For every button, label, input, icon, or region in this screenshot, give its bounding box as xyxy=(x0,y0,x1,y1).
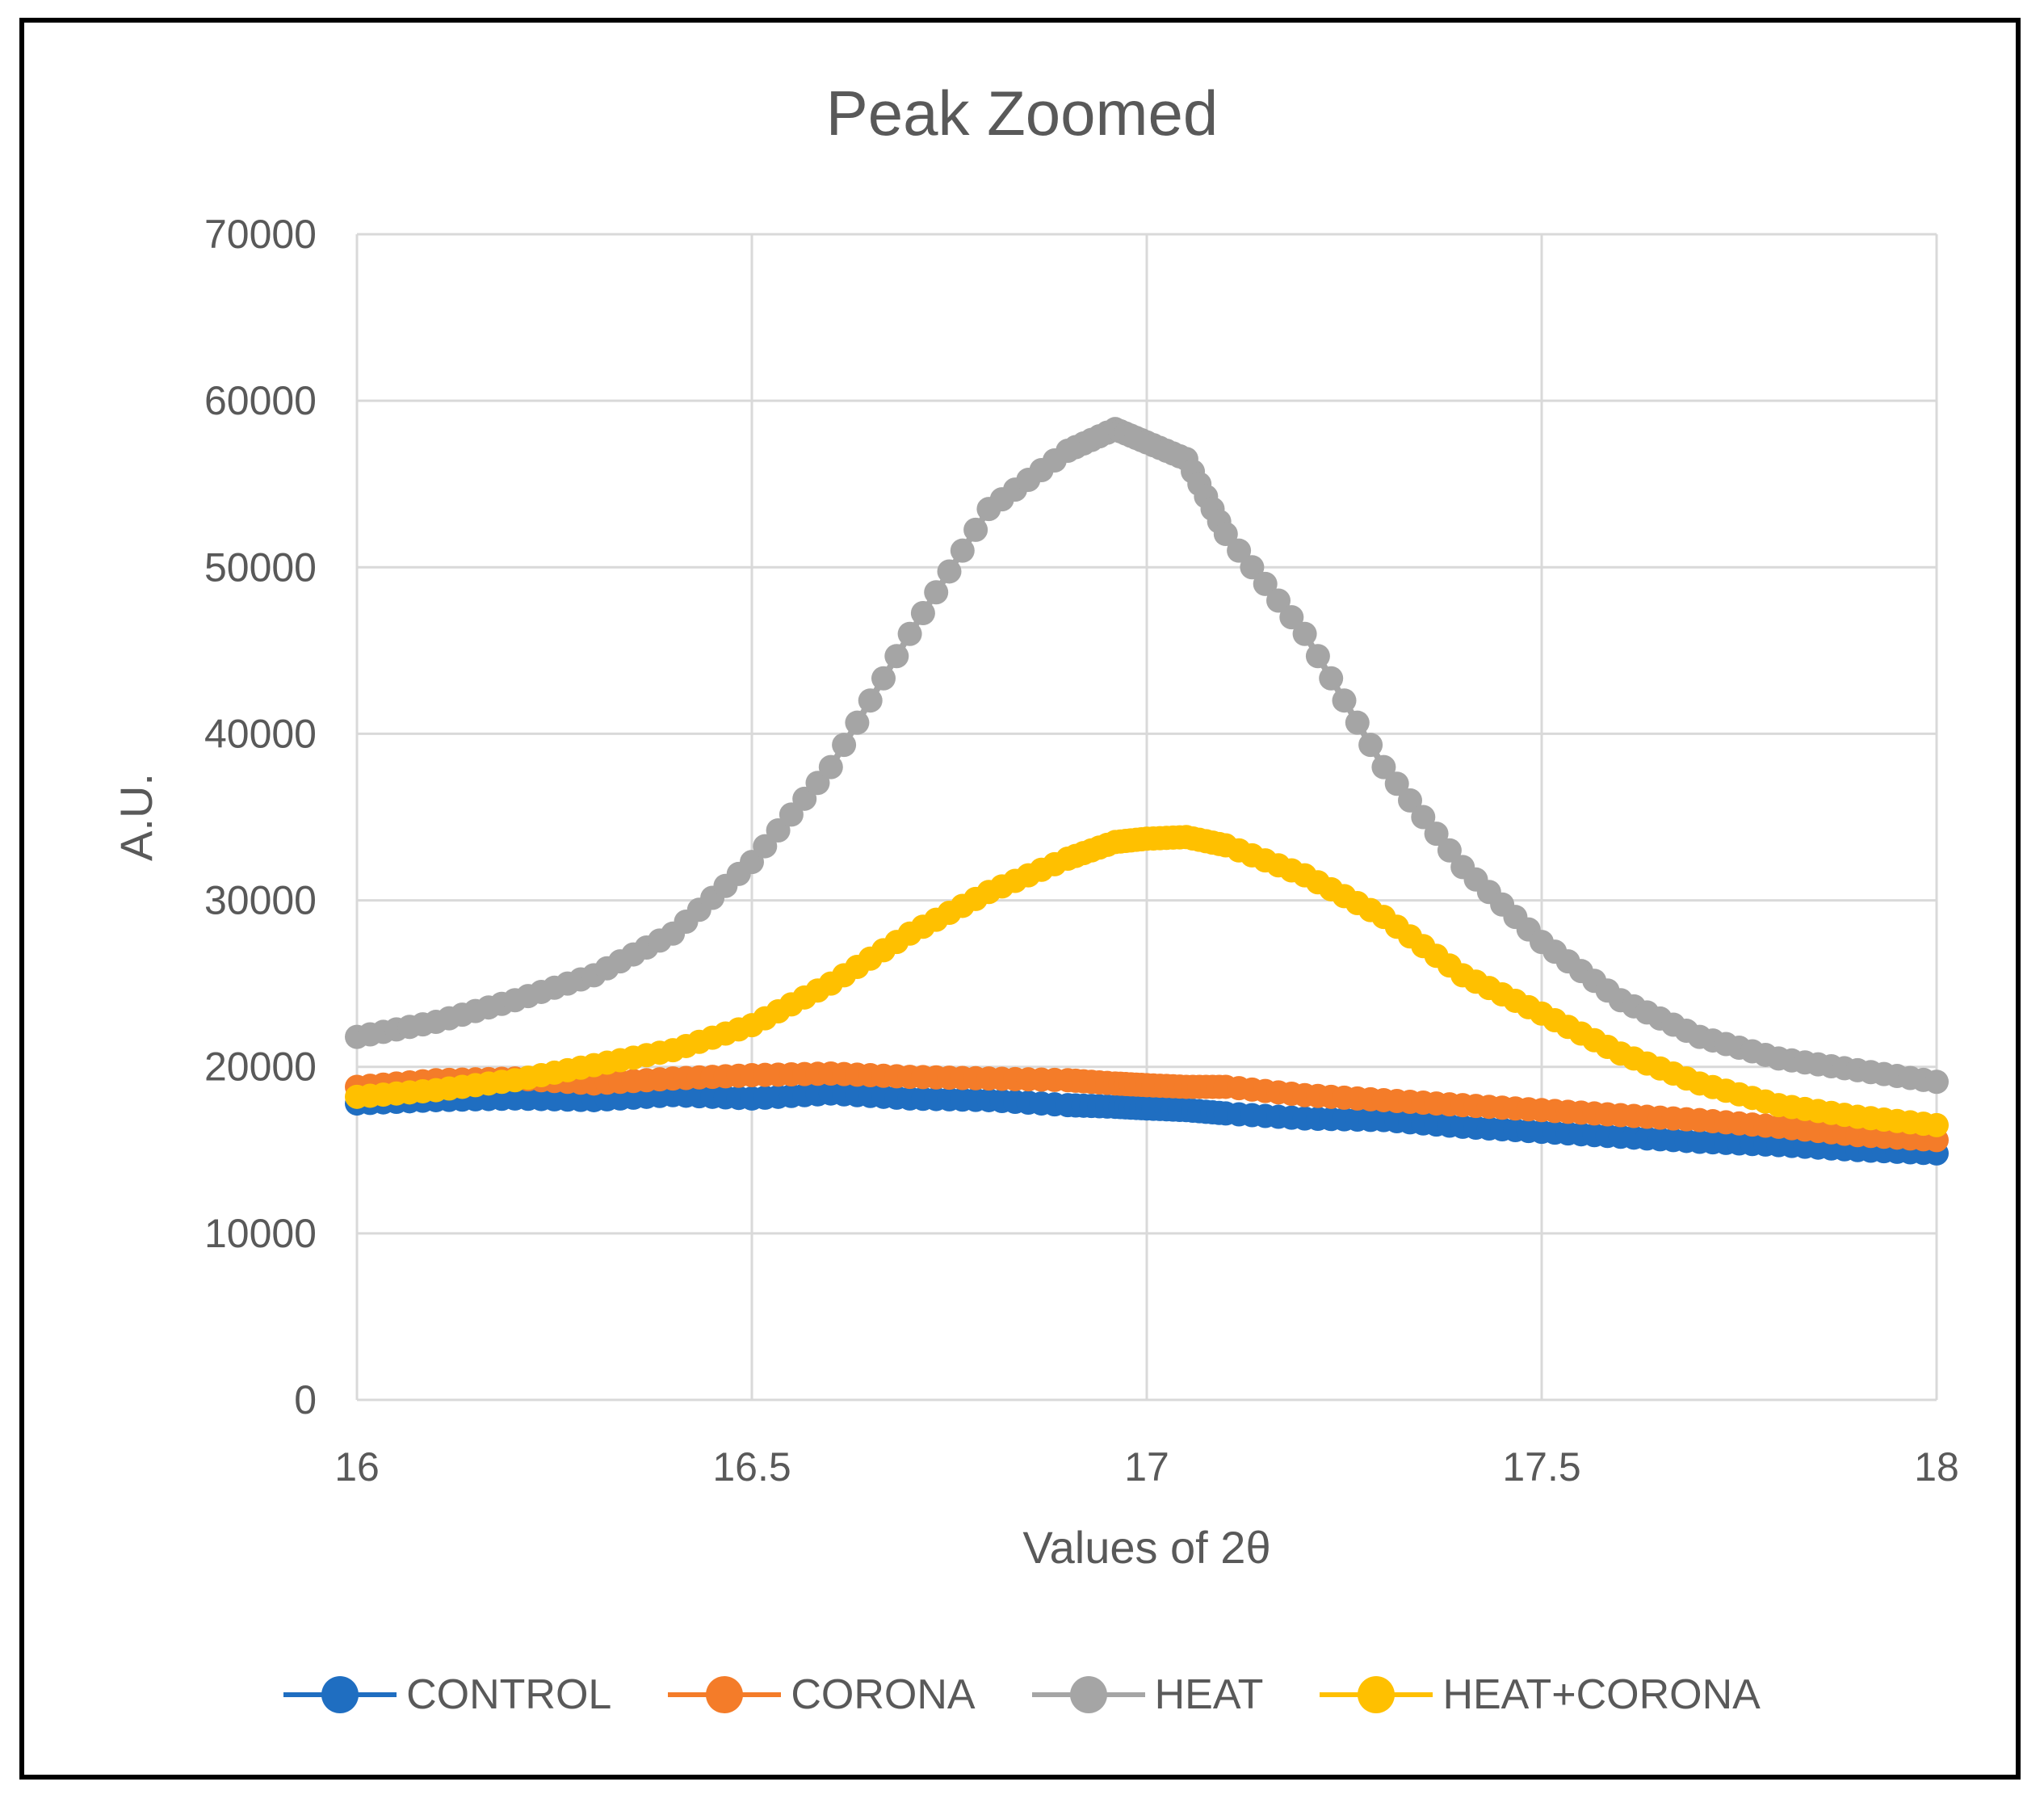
y-tick-label: 60000 xyxy=(204,378,317,423)
legend-swatch xyxy=(283,1670,397,1719)
y-tick-label: 70000 xyxy=(204,212,317,257)
y-tick-label: 40000 xyxy=(204,711,317,756)
x-tick-label: 17.5 xyxy=(1502,1444,1580,1490)
legend-swatch xyxy=(668,1670,782,1719)
data-point xyxy=(1279,605,1304,630)
x-tick-label: 16.5 xyxy=(712,1444,791,1490)
data-point xyxy=(1437,838,1462,863)
series-corona xyxy=(345,1061,1949,1153)
data-point xyxy=(1332,688,1357,713)
legend-label: CONTROL xyxy=(406,1671,612,1718)
data-point xyxy=(1924,1112,1949,1137)
data-point xyxy=(1924,1069,1949,1095)
data-point xyxy=(1398,788,1422,813)
x-axis-title: Values of 2θ xyxy=(1022,1522,1270,1573)
data-point xyxy=(884,644,909,669)
legend-label: CORONA xyxy=(791,1671,976,1718)
data-point xyxy=(858,688,883,713)
data-point xyxy=(1227,538,1252,563)
y-tick-label: 0 xyxy=(294,1377,317,1422)
data-point xyxy=(1345,710,1370,735)
legend-label: HEAT+CORONA xyxy=(1442,1671,1761,1718)
data-point xyxy=(937,559,962,584)
data-point xyxy=(1411,805,1436,830)
data-point xyxy=(910,600,935,625)
data-point xyxy=(924,580,949,605)
y-tick-label: 10000 xyxy=(204,1211,317,1256)
data-point xyxy=(1358,733,1383,758)
series-heat xyxy=(345,417,1949,1095)
legend-swatch xyxy=(1031,1670,1145,1719)
legend-swatch xyxy=(1320,1670,1433,1719)
y-tick-label: 30000 xyxy=(204,878,317,923)
data-point xyxy=(1305,644,1330,669)
y-tick-label: 20000 xyxy=(204,1044,317,1090)
data-point xyxy=(1424,822,1449,847)
data-point xyxy=(871,666,896,691)
data-point xyxy=(1371,754,1396,780)
data-point xyxy=(845,710,870,735)
data-point xyxy=(897,621,922,646)
data-point xyxy=(1319,666,1344,691)
data-point xyxy=(950,538,975,563)
x-tick-label: 18 xyxy=(1914,1444,1959,1490)
series-control xyxy=(345,1081,1949,1166)
data-point xyxy=(818,754,843,780)
figure-frame xyxy=(19,18,2021,1780)
series-heat-corona xyxy=(345,825,1949,1137)
data-point xyxy=(832,733,857,758)
legend-item-control: CONTROL xyxy=(283,1670,611,1719)
data-point xyxy=(1384,771,1409,796)
legend-label: HEAT xyxy=(1154,1671,1264,1718)
data-point xyxy=(963,517,988,542)
data-point xyxy=(1292,621,1317,646)
y-axis-title: A.U. xyxy=(111,773,162,861)
data-point xyxy=(1240,555,1265,580)
x-tick-label: 17 xyxy=(1124,1444,1169,1490)
data-point xyxy=(1253,571,1278,596)
x-tick-label: 16 xyxy=(334,1444,380,1490)
legend-item-heat-corona: HEAT+CORONA xyxy=(1320,1670,1761,1719)
legend-item-corona: CORONA xyxy=(668,1670,976,1719)
chart-title: Peak Zoomed xyxy=(825,78,1219,149)
data-point xyxy=(1266,588,1291,613)
data-point xyxy=(1213,522,1238,547)
legend: CONTROL CORONA HEAT HEAT+CORONA xyxy=(0,1670,2044,1719)
legend-item-heat: HEAT xyxy=(1031,1670,1264,1719)
y-tick-label: 50000 xyxy=(204,544,317,590)
